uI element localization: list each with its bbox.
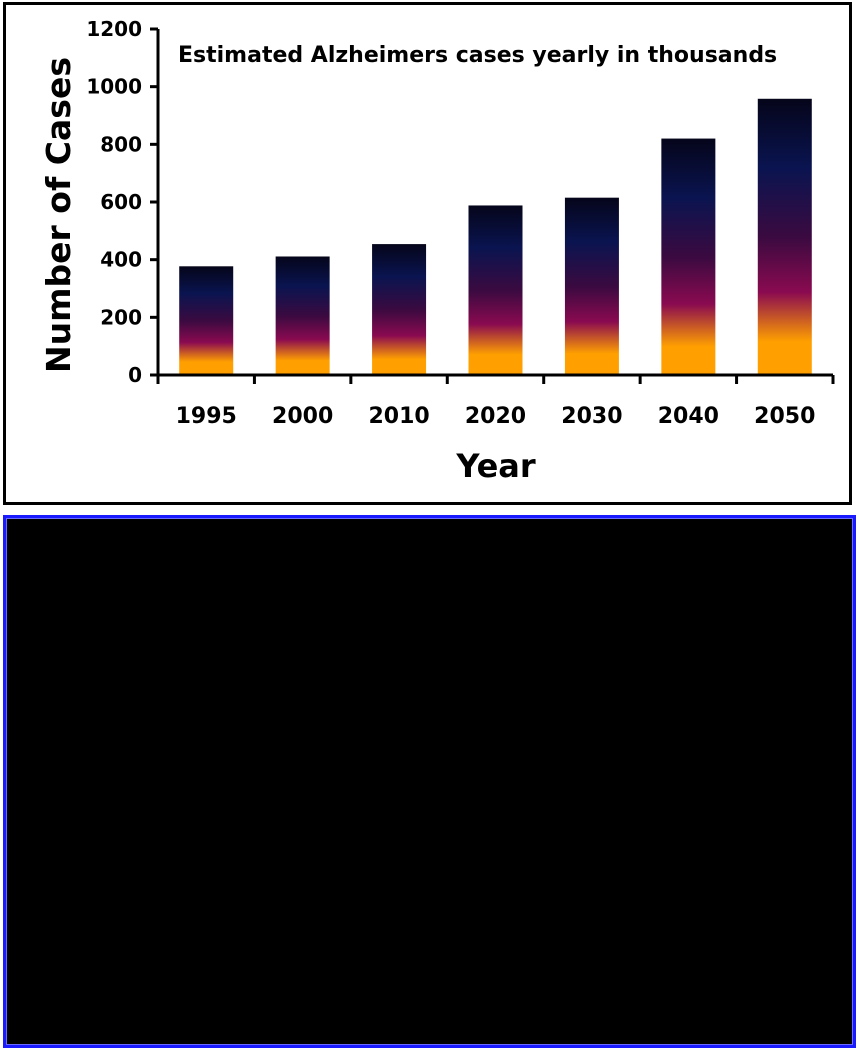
y-tick-label-600: 600 — [100, 190, 142, 214]
x-tick-label-2030: 2030 — [561, 404, 622, 429]
bar-1995 — [179, 266, 234, 375]
y-tick-label-1200: 1200 — [86, 17, 142, 41]
x-tick-label-2020: 2020 — [465, 404, 526, 429]
x-tick-label-2010: 2010 — [368, 404, 429, 429]
y-tick-label-400: 400 — [100, 248, 142, 272]
y-tick-label-200: 200 — [100, 305, 142, 329]
bar-2010 — [372, 244, 427, 375]
black-panel — [3, 515, 856, 1048]
x-tick-label-2050: 2050 — [754, 404, 815, 429]
bar-2000 — [275, 256, 330, 375]
y-tick-label-1000: 1000 — [86, 75, 142, 99]
bar-2020 — [468, 205, 523, 375]
y-axis-label: Number of Cases — [39, 57, 78, 373]
x-axis-label: Year — [455, 447, 536, 485]
y-tick-label-0: 0 — [128, 363, 142, 387]
x-tick-label-2000: 2000 — [272, 404, 333, 429]
bar-2050 — [757, 98, 812, 375]
y-tick-label-800: 800 — [100, 132, 142, 156]
bar-2040 — [661, 138, 716, 375]
bar-chart: Estimated Alzheimers cases yearly in tho… — [39, 17, 835, 485]
chart-title: Estimated Alzheimers cases yearly in tho… — [178, 43, 777, 68]
x-tick-label-1995: 1995 — [176, 404, 237, 429]
plot-area: 0 200 400 600 800 1000 1200 1995 2000 2010 2020 203… — [86, 17, 835, 429]
bar-2030 — [564, 197, 619, 375]
x-tick-label-2040: 2040 — [658, 404, 719, 429]
chart-panel: Estimated Alzheimers cases yearly in tho… — [3, 2, 852, 505]
